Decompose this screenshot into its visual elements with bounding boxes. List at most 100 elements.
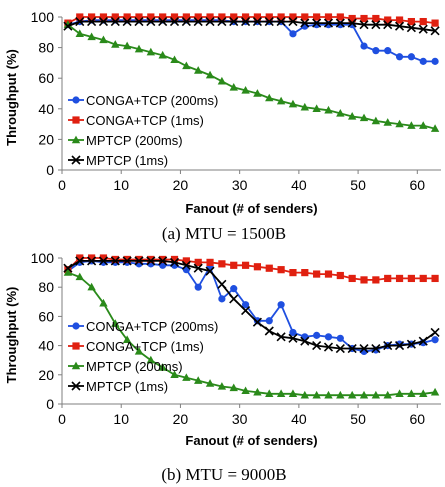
chart-a-series-point	[87, 32, 96, 41]
chart-a-series-point	[359, 113, 369, 122]
chart-b-x-axis-label: Fanout (# of senders)	[185, 433, 317, 448]
chart-b-series-point	[371, 343, 381, 354]
chart-a-series-point	[300, 102, 309, 111]
chart-a-series-point	[98, 17, 109, 27]
chart-b-x-tick-label: 60	[410, 411, 426, 427]
chart-a-series-point	[406, 23, 416, 33]
chart-a-series-point	[241, 13, 250, 21]
chart-a-series-point	[277, 13, 285, 21]
chart-b-series-point	[359, 390, 369, 399]
chart-b-series-point	[170, 255, 179, 264]
chart-a-series-point	[194, 13, 202, 21]
chart-a-series-point	[371, 116, 381, 125]
chart-b-series-point	[75, 256, 85, 266]
chart-b-series-point	[158, 363, 167, 371]
chart-b-series-point	[182, 257, 190, 265]
chart-a-series-point	[88, 13, 96, 21]
chart-a-series-point	[146, 17, 156, 27]
chart-b-series-point	[194, 376, 203, 384]
chart-b-series-point	[312, 341, 322, 351]
chart-b-series-point	[324, 333, 333, 341]
chart-a-series-point	[383, 118, 392, 126]
chart-b-series-point	[335, 343, 345, 354]
chart-a-series-point	[419, 121, 428, 129]
chart-b-series-point	[217, 279, 227, 289]
chart-b-series-point	[229, 294, 239, 304]
chart-b-series-point	[395, 389, 404, 397]
chart-b-legend-label: MPTCP (200ms)	[86, 359, 183, 374]
chart-a-x-tick-label: 50	[350, 177, 366, 193]
chart-a-caption: (a) MTU = 1500B	[162, 224, 286, 243]
chart-b-series-point	[241, 386, 250, 395]
chart-a-legend-marker	[71, 155, 81, 165]
chart-a-series-point	[419, 57, 427, 65]
chart-b-series-point	[122, 335, 132, 343]
chart-a-series-point	[372, 47, 380, 55]
chart-a-series-point	[206, 13, 214, 21]
chart-a-x-tick-label: 30	[232, 177, 248, 193]
chart-b-series-point	[205, 379, 215, 387]
chart-a-series-point	[264, 17, 274, 27]
chart-b-series-point	[419, 274, 427, 283]
chart-b-series-point	[87, 282, 96, 291]
chart-b-series-point	[277, 301, 285, 309]
chart-b-series-point	[347, 390, 357, 399]
chart-a-series-point	[230, 13, 238, 21]
chart-b-series-point	[313, 270, 321, 278]
chart-a-series-point	[394, 21, 405, 31]
chart-b-series-point	[241, 301, 250, 309]
chart-a-legend-marker	[71, 135, 81, 144]
chart-b-series-point	[205, 266, 215, 276]
chart-a-series-point	[288, 17, 298, 27]
chart-a-series-point	[181, 17, 191, 27]
chart-b-series-point	[431, 336, 439, 344]
chart-a-y-tick-label: 40	[38, 101, 54, 117]
chart-b-series-point	[300, 336, 310, 346]
chart-b-series-point	[406, 339, 416, 349]
chart-a-series-point	[111, 40, 120, 48]
chart-a-series-point	[159, 13, 167, 21]
chart-b-series-point	[75, 272, 84, 281]
chart-a-legend-label: CONGA+TCP (1ms)	[86, 113, 204, 128]
chart-a-series-point	[182, 61, 191, 70]
chart-a-series-point	[347, 18, 357, 28]
chart-a-series-point	[135, 13, 143, 21]
chart-b-series-point	[264, 326, 274, 336]
chart-b-series-point	[88, 254, 96, 262]
chart-b-x-tick-label: 40	[291, 411, 307, 427]
chart-b-y-tick-label: 20	[38, 367, 54, 383]
chart-b-series-point	[63, 268, 73, 276]
chart-a-series-point	[194, 66, 203, 74]
chart-b-series-point	[241, 261, 250, 269]
chart-a-series-point	[158, 50, 167, 59]
chart-b-series-point	[384, 274, 392, 283]
chart-b-y-tick-label: 0	[46, 396, 54, 412]
chart-a-series-point	[276, 17, 286, 27]
chart-a-series-point	[312, 18, 322, 28]
chart-a-series-point	[431, 19, 439, 27]
chart-a-series-point	[360, 14, 368, 23]
chart-a-series-point	[122, 17, 132, 27]
chart-b-series-point	[159, 255, 167, 264]
chart-b-series-point	[430, 327, 440, 338]
chart-a-series-point	[276, 96, 286, 105]
chart-b-series-2	[63, 268, 440, 399]
chart-a-y-tick-label: 20	[38, 131, 54, 147]
chart-a-series-point	[253, 13, 262, 21]
chart-b-series-point	[324, 270, 333, 278]
chart-b-series-point	[336, 390, 345, 399]
chart-a-series-point	[205, 17, 215, 27]
chart-a-series-point	[324, 105, 333, 114]
chart-a-series-line	[67, 19, 436, 63]
chart-b-series-point	[194, 283, 202, 291]
chart-a-series-2	[63, 20, 440, 132]
chart-a-series-point	[146, 47, 156, 56]
chart-a-series-point	[407, 53, 415, 61]
chart-a-series-point	[372, 14, 380, 23]
chart-b-legend-marker	[72, 342, 80, 350]
chart-b-series-point	[312, 390, 321, 399]
chart-b-y-axis-label: Throughput (%)	[4, 287, 19, 384]
chart-a-series-point	[289, 13, 297, 21]
chart-b-series-point	[181, 260, 191, 270]
chart-a-series-point	[75, 17, 85, 27]
